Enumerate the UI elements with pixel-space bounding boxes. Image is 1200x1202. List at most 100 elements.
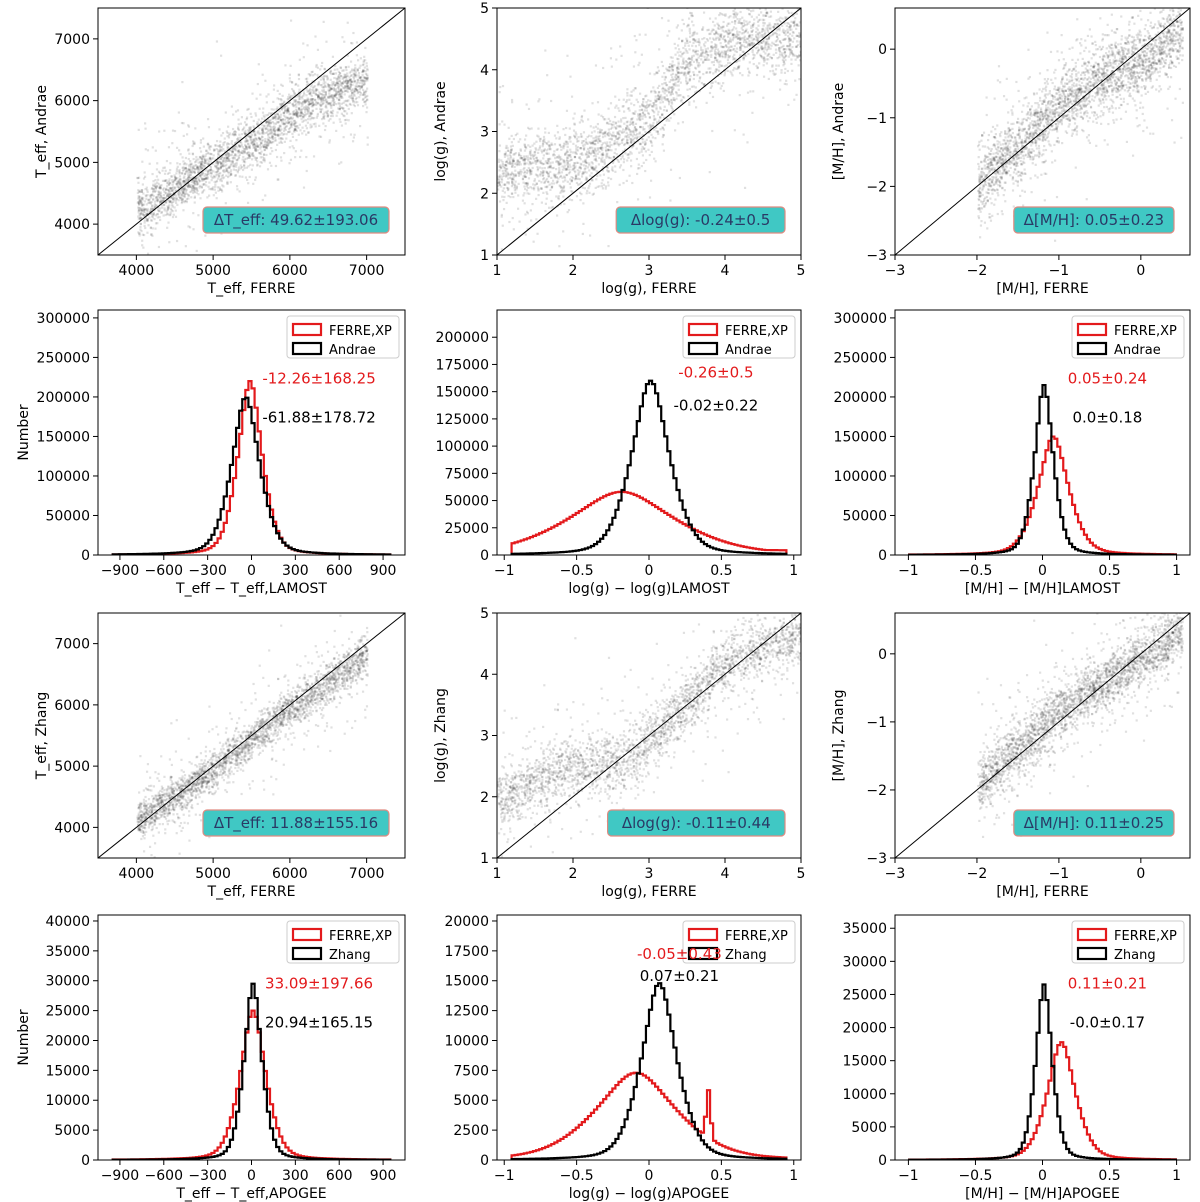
density-point xyxy=(761,47,764,50)
density-point xyxy=(676,71,679,74)
density-point xyxy=(747,36,751,39)
density-point xyxy=(498,169,501,172)
density-point xyxy=(339,83,342,87)
density-point xyxy=(278,115,281,118)
density-point xyxy=(569,165,572,168)
density-point xyxy=(279,156,283,159)
density-point xyxy=(567,154,571,157)
density-point xyxy=(233,147,236,150)
density-point xyxy=(764,52,767,55)
density-point xyxy=(765,43,768,46)
density-point xyxy=(275,133,278,137)
density-point xyxy=(237,158,240,161)
density-point xyxy=(309,123,312,126)
density-point xyxy=(216,167,219,170)
density-point xyxy=(311,109,314,112)
density-point xyxy=(321,102,324,105)
density-point xyxy=(649,179,653,182)
density-point xyxy=(659,116,662,119)
density-point xyxy=(307,106,310,109)
density-point xyxy=(187,171,190,174)
density-point xyxy=(138,206,141,210)
density-point xyxy=(193,196,196,199)
density-point xyxy=(547,172,550,175)
density-point xyxy=(689,75,692,78)
density-point xyxy=(628,123,631,127)
density-point xyxy=(576,140,579,143)
density-point xyxy=(307,107,310,111)
density-point xyxy=(207,163,210,167)
density-point xyxy=(763,29,766,32)
density-point xyxy=(688,27,691,30)
density-point xyxy=(334,93,337,96)
density-point xyxy=(310,99,313,102)
density-point xyxy=(332,99,335,102)
density-point xyxy=(630,133,633,136)
density-point xyxy=(676,76,679,79)
density-point xyxy=(147,224,150,227)
density-point xyxy=(206,196,209,199)
density-point xyxy=(187,174,190,177)
density-point xyxy=(704,41,707,44)
density-point xyxy=(617,137,620,140)
density-point xyxy=(578,121,581,124)
density-point xyxy=(200,157,204,161)
density-point xyxy=(511,171,514,174)
density-point xyxy=(748,34,751,37)
density-point xyxy=(792,54,795,57)
density-point xyxy=(759,40,762,44)
density-point xyxy=(671,79,674,82)
density-point xyxy=(323,111,326,114)
density-point xyxy=(231,147,234,150)
density-point xyxy=(269,127,273,130)
density-point xyxy=(677,71,680,74)
density-point xyxy=(169,182,172,185)
density-point xyxy=(767,77,770,81)
density-point xyxy=(606,169,609,172)
density-point xyxy=(174,190,178,193)
density-point xyxy=(281,94,284,97)
density-point xyxy=(719,33,723,36)
density-point xyxy=(331,114,334,118)
density-point xyxy=(760,11,763,14)
density-point xyxy=(254,134,257,137)
density-point xyxy=(558,161,561,164)
density-point xyxy=(170,175,173,178)
density-point xyxy=(205,177,208,180)
density-point xyxy=(205,173,208,176)
density-point xyxy=(540,151,544,154)
density-point xyxy=(218,149,222,152)
density-point xyxy=(305,105,308,108)
density-point xyxy=(363,90,366,93)
density-point xyxy=(226,143,229,146)
density-point xyxy=(574,174,577,177)
density-point xyxy=(338,77,341,80)
density-point xyxy=(323,75,326,78)
density-point xyxy=(508,173,511,176)
density-point xyxy=(562,230,565,233)
density-point xyxy=(236,159,239,162)
density-point xyxy=(504,172,507,175)
density-point xyxy=(586,161,589,165)
density-point xyxy=(294,128,297,132)
density-point xyxy=(570,158,573,161)
density-point xyxy=(220,134,223,137)
density-point xyxy=(346,84,349,88)
density-point xyxy=(671,108,674,111)
density-point xyxy=(339,92,342,95)
density-point xyxy=(303,99,306,102)
density-point xyxy=(334,83,338,87)
density-point xyxy=(717,69,721,72)
density-point xyxy=(362,69,365,72)
density-point xyxy=(158,186,162,189)
density-point xyxy=(663,96,666,99)
density-point xyxy=(361,93,365,96)
density-point xyxy=(516,159,519,162)
density-point xyxy=(163,129,166,132)
density-point xyxy=(668,119,671,122)
density-point xyxy=(252,129,256,132)
density-point xyxy=(625,179,628,182)
density-point xyxy=(364,100,367,104)
density-point xyxy=(570,190,573,193)
density-point xyxy=(797,24,800,27)
